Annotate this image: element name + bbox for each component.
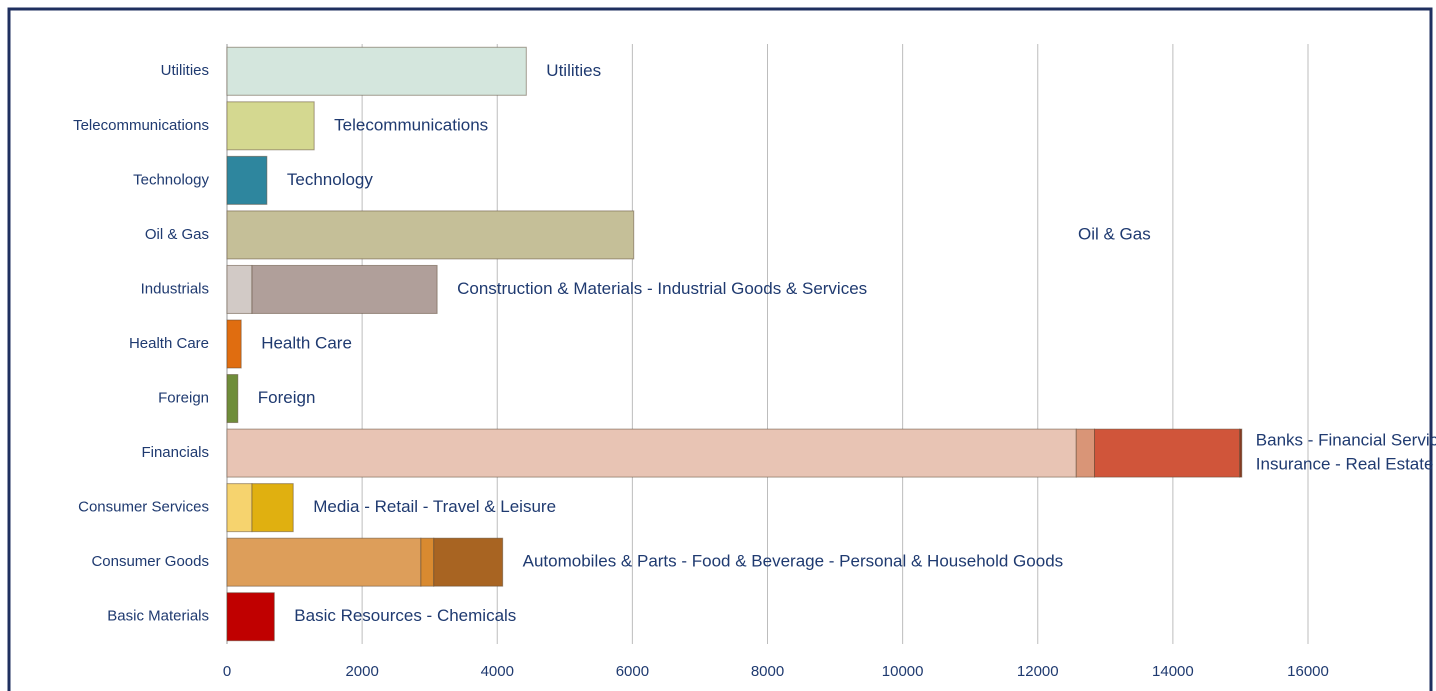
bar-label: Construction & Materials - Industrial Go… — [457, 279, 867, 298]
y-tick-label: Foreign — [158, 390, 209, 407]
bar-segment — [226, 319, 242, 369]
bar-segment — [226, 264, 253, 314]
x-tick-label: 8000 — [751, 663, 784, 680]
bar-segment — [1075, 428, 1096, 478]
bar-segment — [1239, 428, 1243, 478]
x-tick-label: 16000 — [1287, 663, 1329, 680]
bar-segment — [251, 264, 438, 314]
bar-segment — [251, 483, 294, 533]
y-tick-label: Consumer Services — [78, 499, 209, 516]
bar-label: Automobiles & Parts - Food & Beverage - … — [523, 552, 1064, 571]
bar-label: Banks - Financial Services — [1256, 431, 1436, 450]
y-tick-label: Consumer Goods — [91, 553, 209, 570]
bar-segment — [226, 155, 268, 205]
bar-segment — [226, 210, 635, 260]
bar-segment — [420, 537, 435, 587]
x-tick-label: 14000 — [1152, 663, 1194, 680]
bar-label: Utilities — [546, 61, 601, 80]
bar-label: Oil & Gas — [1078, 224, 1151, 243]
bar-label: Media - Retail - Travel & Leisure — [313, 497, 556, 516]
x-tick-label: 4000 — [481, 663, 514, 680]
y-tick-label: Technology — [133, 171, 209, 188]
x-tick-label: 0 — [223, 663, 231, 680]
bar-segment — [226, 537, 422, 587]
bar-label: Technology — [287, 170, 374, 189]
y-tick-label: Industrials — [141, 280, 209, 297]
y-tick-label: Health Care — [129, 335, 209, 352]
y-tick-label: Financials — [141, 444, 209, 461]
bar-segment — [226, 483, 253, 533]
y-tick-label: Oil & Gas — [145, 226, 209, 243]
bar-segment — [226, 374, 239, 424]
bar-segment — [226, 46, 527, 96]
bar-label: Insurance - Real Estate — [1256, 455, 1434, 474]
y-tick-label: Basic Materials — [107, 608, 209, 625]
y-tick-label: Telecommunications — [73, 117, 209, 134]
x-tick-label: 12000 — [1017, 663, 1059, 680]
x-tick-label: 6000 — [616, 663, 649, 680]
bar-label: Foreign — [258, 388, 316, 407]
bar-segment — [226, 101, 315, 151]
bar-segment — [1094, 428, 1241, 478]
bar-label: Telecommunications — [334, 115, 488, 134]
bar-segment — [226, 428, 1077, 478]
x-tick-label: 2000 — [345, 663, 378, 680]
x-tick-label: 10000 — [882, 663, 924, 680]
bar-label: Health Care — [261, 333, 352, 352]
frame — [7, 7, 1433, 691]
bar-segment — [226, 592, 275, 642]
y-tick-label: Utilities — [161, 62, 209, 79]
bar-label: Basic Resources - Chemicals — [294, 606, 516, 625]
bar-segment — [433, 537, 504, 587]
